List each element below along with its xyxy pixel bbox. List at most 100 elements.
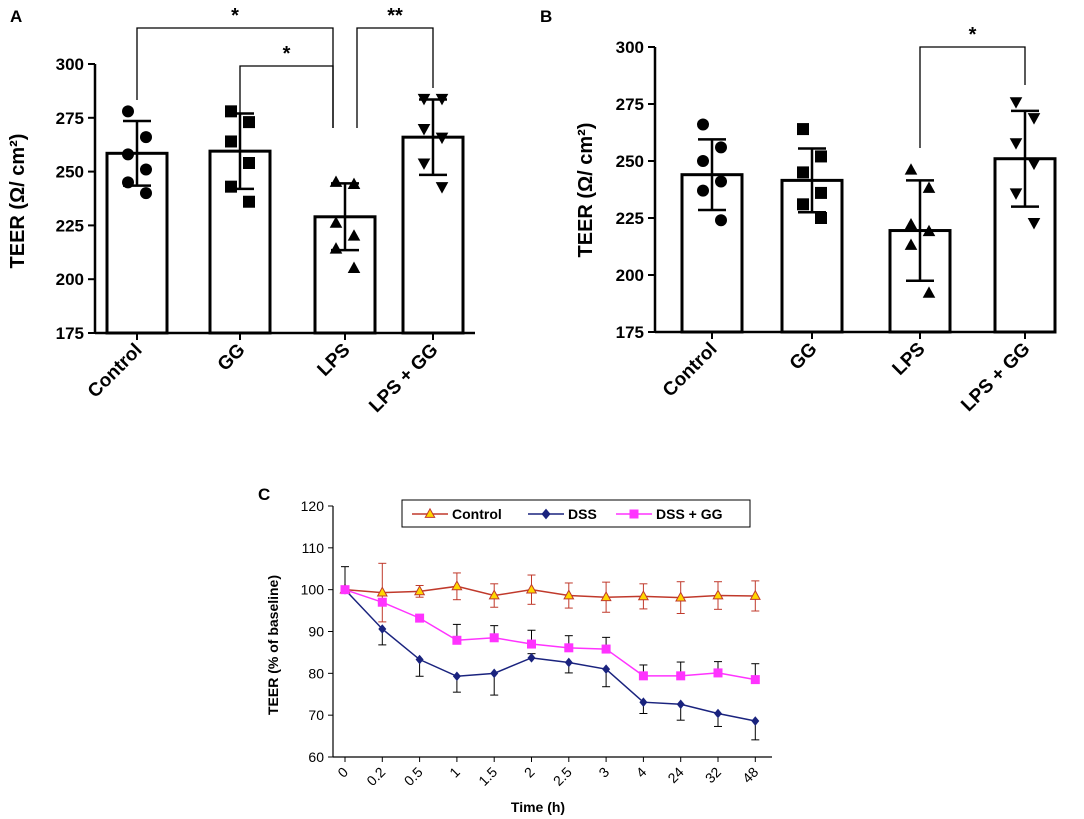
panel-c-dss-marker <box>527 653 536 663</box>
panel-c-dss-marker <box>415 654 424 665</box>
panelA-data-point <box>329 216 343 228</box>
panel-c-control-marker <box>488 589 500 600</box>
panel-c-dss-gg-marker <box>564 643 574 653</box>
panel-c-dss-marker <box>751 716 760 726</box>
panel-c-y-tick-label: 120 <box>301 498 325 514</box>
panel-c-label: C <box>258 485 270 504</box>
panelA-data-point <box>243 156 255 169</box>
panel-a-bars <box>105 98 465 335</box>
panel-c-x-tick-label: 48 <box>739 764 761 786</box>
panelA-data-point <box>243 116 255 129</box>
panel-b: B TEER (Ω/ cm²) 175 200 225 250 275 300 Contro… <box>540 7 1057 416</box>
panelA-data-point <box>122 148 134 161</box>
panel-c-dss-gg-line <box>344 588 756 681</box>
panel-b-y-axis-label: TEER (Ω/ cm²) <box>575 123 597 258</box>
panelA-data-point <box>417 158 431 170</box>
panelB-data-point <box>922 181 936 193</box>
panel-c-control-marker <box>414 585 426 596</box>
panelA-data-point <box>225 105 237 118</box>
panelA-significance-bracket <box>356 27 434 128</box>
panel-c-legend-label: DSS <box>568 506 597 522</box>
panel-b-bars <box>680 109 1057 334</box>
panelA-data-point <box>435 93 449 106</box>
panelB-category-label: GG <box>786 339 822 375</box>
panel-c-y-tick-label: 80 <box>308 665 324 681</box>
panel-c-x-tick-label: 1 <box>446 764 463 781</box>
panelB-data-point <box>922 224 936 237</box>
panelA-data-point <box>140 131 152 144</box>
panelB-data-point <box>697 155 709 167</box>
panel-c-control-marker <box>563 589 575 600</box>
panel-c-x-tick-label: 4 <box>633 764 650 781</box>
panelA-y-tick-label: 200 <box>56 270 84 289</box>
panel-b-label: B <box>540 7 552 26</box>
panel-c-axes: 60 70 80 90 100 110 120 0 0.2 0.5 1 1.5 2 2.5 3 4 24 32 48 <box>301 498 772 789</box>
panelA-y-tick-label: 250 <box>56 163 84 182</box>
panel-c-control-marker <box>675 591 687 602</box>
panelA-data-point <box>417 93 431 106</box>
panel-c-series <box>339 562 761 741</box>
panelB-data-point <box>1009 138 1023 150</box>
panelB-data-point <box>697 118 709 131</box>
panelB-category-label: Control <box>659 339 722 402</box>
panelA-data-point <box>329 175 343 187</box>
panel-c-legend-label: DSS + GG <box>656 506 723 522</box>
panel-c-x-axis-label: Time (h) <box>511 799 565 815</box>
panel-c-x-tick-label: 2 <box>521 764 538 781</box>
panelB-data-point <box>797 123 809 136</box>
panelB-y-tick-label: 250 <box>616 152 644 171</box>
panelA-category-label: GG <box>214 340 250 376</box>
panel-c-control-marker <box>376 586 388 597</box>
panelA-data-point <box>140 187 152 200</box>
panelA-y-tick-label: 225 <box>56 216 84 235</box>
panel-c-dss-marker <box>602 664 611 674</box>
panelA-data-point <box>243 195 255 208</box>
panelB-data-point <box>697 184 709 197</box>
panelB-significance-label: * <box>969 24 977 46</box>
panelA-data-point <box>225 135 237 148</box>
panel-c-dss-gg-marker <box>638 671 648 681</box>
panelB-y-tick-label: 225 <box>616 209 644 228</box>
panel-c-dss-marker <box>490 668 499 679</box>
panel-c-control-marker <box>600 590 612 602</box>
panelB-data-point <box>904 238 918 250</box>
panelB-data-point <box>1027 218 1041 230</box>
panelA-category-label: Control <box>84 340 147 403</box>
panel-c: C TEER (% of baseline) Time (h) Control D… <box>258 485 772 815</box>
panel-a-points <box>122 93 449 273</box>
panelB-data-point <box>1009 188 1023 200</box>
panelB-data-point <box>1027 113 1041 125</box>
panel-c-dss-gg-marker <box>676 671 686 681</box>
panel-c-x-tick-label: 1.5 <box>475 764 500 789</box>
panel-b-significance: * <box>919 24 1026 148</box>
panelA-data-point <box>435 132 449 145</box>
panel-a-significance: **** <box>136 5 434 128</box>
panel-c-dss-marker <box>452 671 461 682</box>
panelA-data-point <box>347 229 361 241</box>
panel-c-dss-line <box>344 589 756 722</box>
panelA-significance-label: ** <box>387 5 403 27</box>
panelA-y-tick-label: 275 <box>56 109 84 128</box>
panel-c-dss-gg-marker <box>489 633 499 643</box>
panelA-category-label: LPS + GG <box>365 340 442 417</box>
panelA-y-tick-label: 175 <box>56 324 84 343</box>
panel-c-dss-gg-marker <box>340 585 350 595</box>
panel-c-legend: Control DSS DSS + GG <box>401 499 751 528</box>
panelB-data-point <box>1009 97 1023 109</box>
panel-c-control-marker <box>637 590 649 601</box>
panel-c-y-tick-label: 110 <box>302 540 325 556</box>
panelB-data-point <box>815 186 827 199</box>
panel-c-legend-marker <box>424 507 436 518</box>
panelA-y-tick-label: 300 <box>56 55 84 74</box>
panelB-y-tick-label: 275 <box>616 95 644 114</box>
panel-c-x-tick-label: 0.5 <box>401 764 426 789</box>
panelA-significance-label: * <box>283 43 291 65</box>
panelA-data-point <box>417 124 431 136</box>
panelB-category-label: LPS + GG <box>957 339 1034 416</box>
panel-c-legend-box <box>401 499 751 528</box>
panel-b-points <box>697 97 1041 298</box>
panelA-data-point <box>122 176 134 189</box>
panelA-data-point <box>347 261 361 273</box>
panel-c-y-tick-label: 70 <box>308 707 324 723</box>
panelA-significance-label: * <box>231 5 239 27</box>
